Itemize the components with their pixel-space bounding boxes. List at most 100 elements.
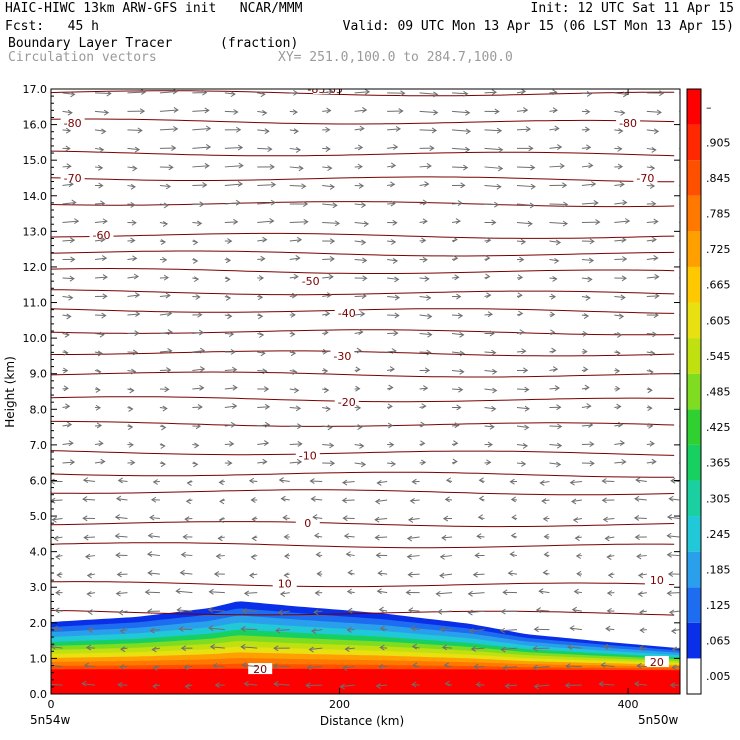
circulation-vector (468, 610, 485, 614)
vector-arrowhead (374, 498, 381, 505)
contour-label: 0 (304, 517, 311, 530)
circulation-vector (53, 627, 63, 631)
vector-label: Circulation vectors (8, 50, 157, 65)
contour-label: -70 (636, 172, 654, 185)
vector-arrowhead (97, 164, 104, 171)
vector-arrowhead (202, 89, 208, 96)
circulation-vector (669, 498, 680, 501)
vector-arrowhead (328, 273, 334, 280)
circulation-vector (176, 590, 193, 594)
vector-arrowhead (459, 368, 465, 375)
circulation-vector (387, 164, 396, 168)
vector-arrowhead (533, 683, 539, 690)
circulation-vector (437, 610, 453, 613)
vector-arrowhead (199, 201, 205, 208)
vector-arrowhead (429, 145, 435, 152)
vector-arrowhead (422, 199, 428, 206)
circulation-vector (62, 424, 72, 427)
vector-arrowhead (204, 107, 210, 114)
vector-arrowhead (160, 461, 166, 468)
circulation-vector (275, 629, 290, 632)
circulation-vector (94, 147, 104, 151)
vector-arrowhead (147, 551, 153, 558)
circulation-vector (549, 221, 568, 225)
vector-arrowhead (634, 534, 640, 541)
circulation-vector (387, 240, 396, 243)
circulation-vector (516, 166, 535, 169)
circulation-vector (224, 405, 237, 409)
vector-arrowhead (606, 554, 612, 560)
circulation-vector (549, 462, 561, 465)
circulation-vector (115, 535, 128, 538)
vector-arrowhead (132, 255, 138, 262)
circulation-vector (516, 240, 526, 243)
vector-arrowhead (334, 220, 341, 227)
circulation-vector (549, 109, 558, 112)
circulation-vector (354, 109, 367, 112)
vector-arrowhead (131, 219, 137, 226)
circulation-vector (516, 109, 528, 112)
temperature-contour (51, 396, 675, 403)
vector-arrowhead (63, 349, 69, 356)
vector-arrowhead (556, 442, 563, 449)
circulation-vector (614, 110, 625, 114)
circulation-vector (419, 110, 438, 114)
circulation-vector (289, 443, 302, 446)
vector-arrowhead (390, 461, 397, 467)
circulation-vector (581, 405, 591, 409)
vector-arrowhead (131, 368, 137, 375)
vector-arrowhead (120, 646, 126, 653)
circulation-vector (118, 610, 128, 614)
vector-arrowhead (521, 348, 527, 355)
vector-arrowhead (114, 533, 120, 539)
vector-arrowhead (83, 662, 89, 669)
vector-arrowhead (258, 275, 265, 281)
vector-arrowhead (649, 440, 655, 447)
circulation-vector (62, 201, 76, 205)
x-tick-label: 200 (329, 698, 350, 711)
vector-arrowhead (669, 609, 675, 616)
vector-arrowhead (647, 387, 653, 394)
vector-arrowhead (51, 516, 57, 523)
header-line2-right: Valid: 09 UTC Mon 13 Apr 15 (06 LST Mon … (342, 19, 734, 34)
circulation-vector (62, 129, 71, 132)
vector-arrowhead (374, 534, 380, 541)
vector-arrowhead (393, 330, 399, 337)
vector-arrowhead (272, 663, 278, 669)
circulation-vector (387, 146, 398, 149)
vector-arrowhead (649, 183, 656, 189)
vector-arrowhead (56, 572, 62, 578)
vector-arrowhead (559, 163, 565, 169)
vector-arrowhead (649, 165, 656, 172)
circulation-vector (570, 481, 582, 484)
vector-arrowhead (639, 627, 645, 634)
contour-label-bg (633, 171, 658, 183)
circulation-vector (581, 92, 592, 95)
circulation-vector (83, 479, 96, 483)
circulation-vector (289, 388, 299, 391)
vector-arrowhead (208, 625, 214, 632)
vector-arrowhead (184, 516, 190, 523)
circulation-vector (159, 203, 169, 206)
circulation-vector (637, 555, 647, 557)
vector-arrowhead (341, 497, 347, 504)
vector-arrowhead (323, 329, 329, 336)
vector-arrowhead (176, 606, 182, 613)
vector-arrowhead (128, 424, 134, 430)
vector-arrowhead (172, 89, 179, 95)
circulation-vector (603, 646, 615, 649)
vector-arrowhead (463, 164, 469, 171)
vector-arrowhead (409, 497, 415, 504)
y-tick-label: 7.0 (30, 439, 48, 452)
vector-arrowhead (509, 551, 515, 558)
contour-label-bg (60, 116, 85, 128)
vector-arrowhead (496, 183, 502, 190)
circulation-vector (411, 627, 420, 631)
circulation-vector (307, 666, 323, 669)
vector-arrowhead (241, 662, 247, 669)
vector-arrowhead (375, 552, 381, 559)
vector-arrowhead (406, 553, 412, 560)
vector-arrowhead (585, 108, 591, 115)
circulation-vector (484, 351, 496, 354)
vector-arrowhead (204, 162, 210, 169)
